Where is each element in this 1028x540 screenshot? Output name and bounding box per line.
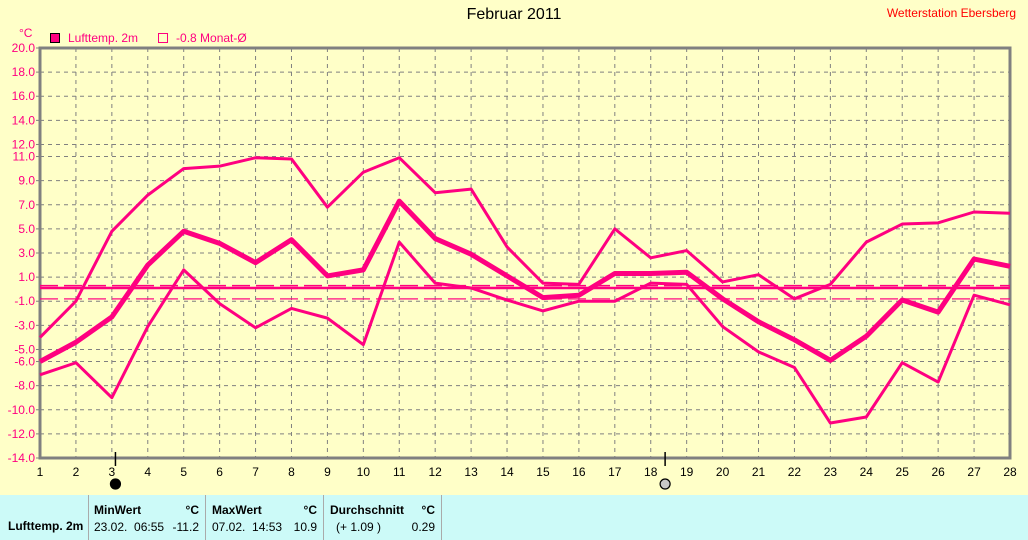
x-tick-label: 20 (716, 465, 730, 479)
y-tick-label: 20.0 (12, 41, 36, 55)
x-tick-label: 19 (680, 465, 694, 479)
x-tick-label: 6 (216, 465, 223, 479)
summary-label-col: Lufttemp. 2m (0, 495, 89, 540)
x-tick-label: 8 (288, 465, 295, 479)
new-moon-icon (109, 478, 122, 490)
series-line-min (39, 240, 1011, 425)
y-tick-label: -8.0 (14, 379, 35, 393)
x-tick-label: 11 (393, 465, 406, 479)
y-tick-label: -1.0 (14, 294, 35, 308)
y-tick-label: -6.0 (14, 355, 35, 369)
x-tick-label: 27 (967, 465, 981, 479)
y-tick-label: 5.0 (18, 222, 35, 236)
min-unit: °C (185, 503, 199, 517)
legend-label-temp: Lufttemp. 2m (68, 31, 139, 45)
series-line-mean (38, 198, 1011, 364)
x-tick-label: 21 (752, 465, 766, 479)
full-moon-icon (659, 478, 671, 490)
x-tick-label: 1 (37, 465, 44, 479)
avg-header: Durchschnitt (330, 503, 405, 517)
y-tick-label: 3.0 (18, 246, 35, 260)
legend-label-month-avg: -0.8 Monat-Ø (176, 31, 247, 45)
x-tick-label: 9 (324, 465, 331, 479)
y-tick-label: 11.0 (13, 150, 36, 164)
y-tick-label: -5.0 (14, 342, 35, 356)
max-value: 10.9 (293, 520, 317, 534)
x-tick-label: 3 (109, 465, 116, 479)
avg-delta: (+ 1.09 ) (336, 520, 382, 534)
x-tick-label: 22 (788, 465, 802, 479)
plot-frame (38, 46, 1012, 460)
temperature-chart: 20.0 18.0 16.0 14.0 12.011.0 9.0 7.0 5.0 3.0 1.0 -… (8, 41, 1017, 490)
x-tick-label: 14 (500, 465, 514, 479)
x-tick-label: 26 (931, 465, 945, 479)
x-tick-label: 17 (608, 465, 622, 479)
y-tick-label: 14.0 (12, 113, 36, 127)
legend-swatch-month-avg (158, 33, 169, 43)
y-tick-label: 9.0 (18, 174, 35, 188)
y-tick-label: 16.0 (12, 89, 36, 103)
min-header: MinWert (94, 503, 142, 517)
min-datetime: 23.02. 06:55 (94, 520, 165, 534)
summary-panel: Lufttemp. 2m MinWert °C 23.02. 06:55 -11… (0, 495, 1028, 540)
x-tick-label: 10 (357, 465, 371, 479)
y-tick-label: -14.0 (8, 451, 36, 465)
x-tick-label: 18 (644, 465, 658, 479)
summary-avg-col: Durchschnitt °C (+ 1.09 ) 0.29 (324, 495, 442, 540)
y-tick-label: 18.0 (12, 65, 36, 79)
chart-title: Februar 2011 (466, 6, 562, 23)
min-value: -11.2 (172, 520, 199, 534)
x-tick-label: 2 (73, 465, 80, 479)
x-tick-label: 15 (536, 465, 550, 479)
series-line-max (38, 156, 1011, 339)
summary-max-col: MaxWert °C 07.02. 14:53 10.9 (206, 495, 324, 540)
x-tick-label: 16 (572, 465, 586, 479)
y-tick-label: -3.0 (14, 318, 35, 332)
x-tick-label: 24 (860, 465, 874, 479)
avg-unit: °C (421, 503, 435, 517)
x-tick-label: 28 (1003, 465, 1017, 479)
station-name: Wetterstation Ebersberg (886, 6, 1016, 20)
y-tick-label: -10.0 (8, 403, 36, 417)
y-axis-unit: °C (19, 26, 33, 40)
summary-min-col: MinWert °C 23.02. 06:55 -11.2 (88, 495, 206, 540)
x-tick-label: 13 (464, 465, 478, 479)
x-tick-label: 23 (824, 465, 838, 479)
y-tick-label: 12.0 (12, 137, 36, 151)
y-tick-label: 7.0 (18, 198, 35, 212)
x-tick-label: 7 (252, 465, 259, 479)
avg-value: 0.29 (411, 520, 435, 534)
x-tick-label: 4 (144, 465, 151, 479)
x-tick-label: 5 (180, 465, 187, 479)
max-unit: °C (303, 503, 317, 517)
legend-swatch-temp (50, 33, 60, 43)
legend: Lufttemp. 2m -0.8 Monat-Ø (50, 31, 247, 45)
x-tick-label: 25 (896, 465, 910, 479)
max-datetime: 07.02. 14:53 (212, 520, 283, 534)
summary-row-label: Lufttemp. 2m (8, 519, 84, 533)
y-tick-label: 1.0 (18, 270, 35, 284)
x-tick-label: 12 (429, 465, 443, 479)
max-header: MaxWert (212, 503, 262, 517)
y-tick-label: -12.0 (8, 427, 36, 441)
